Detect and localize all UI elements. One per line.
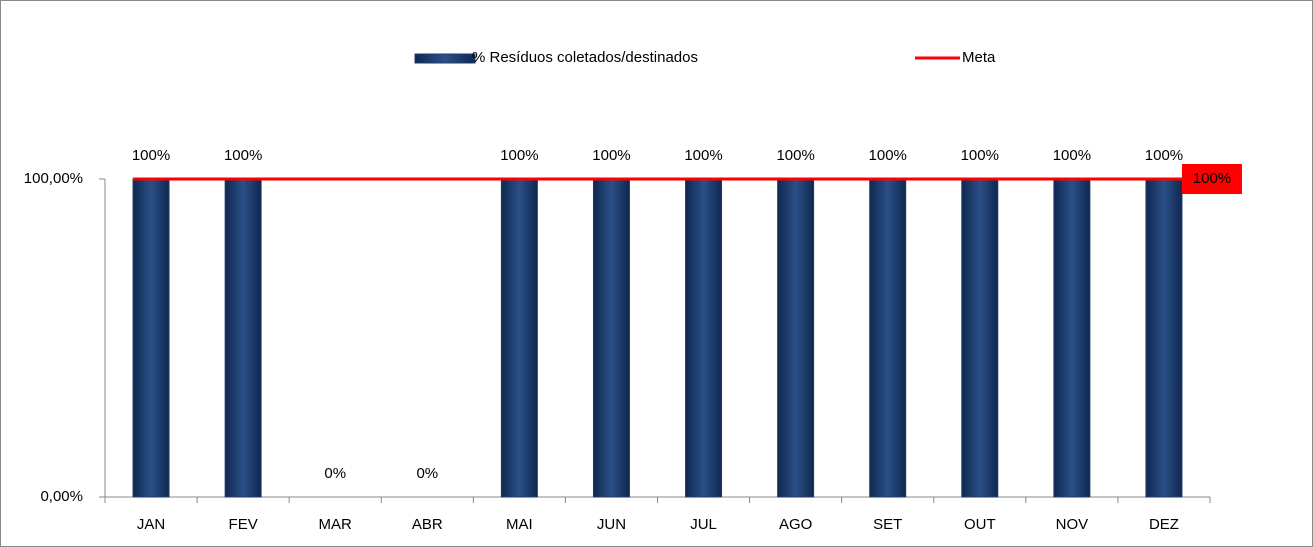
- x-tick-label: SET: [873, 516, 902, 533]
- x-tick-label: AGO: [779, 516, 812, 533]
- bar: [685, 178, 723, 498]
- bar: [1053, 178, 1091, 498]
- x-tick-label: NOV: [1056, 516, 1089, 533]
- bar: [592, 178, 630, 498]
- data-label: 100%: [1193, 170, 1231, 187]
- data-label: 100%: [1053, 147, 1091, 164]
- data-label: 100%: [776, 147, 814, 164]
- y-tick-label: 100,00%: [24, 170, 83, 187]
- bar: [869, 178, 907, 498]
- x-tick-label: JUN: [597, 516, 626, 533]
- data-label: 100%: [224, 147, 262, 164]
- x-tick-label: OUT: [964, 516, 996, 533]
- bar: [132, 178, 170, 498]
- bar: [961, 178, 999, 498]
- legend-label: Meta: [962, 49, 996, 66]
- bar: [777, 178, 815, 498]
- data-label: 100%: [500, 147, 538, 164]
- data-label: 100%: [869, 147, 907, 164]
- y-tick-label: 0,00%: [40, 488, 83, 505]
- data-label: 100%: [961, 147, 999, 164]
- legend-swatch: [414, 53, 476, 64]
- data-label: 100%: [592, 147, 630, 164]
- x-tick-label: JUL: [690, 516, 717, 533]
- bar: [224, 178, 262, 498]
- bar: [500, 178, 538, 498]
- data-label: 0%: [324, 465, 346, 482]
- legend-label: % Resíduos coletados/destinados: [472, 49, 698, 66]
- x-tick-label: ABR: [412, 516, 443, 533]
- data-label: 100%: [132, 147, 170, 164]
- x-tick-label: FEV: [229, 516, 258, 533]
- data-label-box: [1181, 164, 1242, 194]
- data-label: 100%: [684, 147, 722, 164]
- x-tick-label: JAN: [137, 516, 165, 533]
- x-tick-label: DEZ: [1149, 516, 1179, 533]
- data-label: 100%: [1145, 147, 1183, 164]
- data-label: 0%: [416, 465, 438, 482]
- x-tick-label: MAR: [319, 516, 353, 533]
- x-tick-label: MAI: [506, 516, 533, 533]
- bar: [1145, 178, 1183, 498]
